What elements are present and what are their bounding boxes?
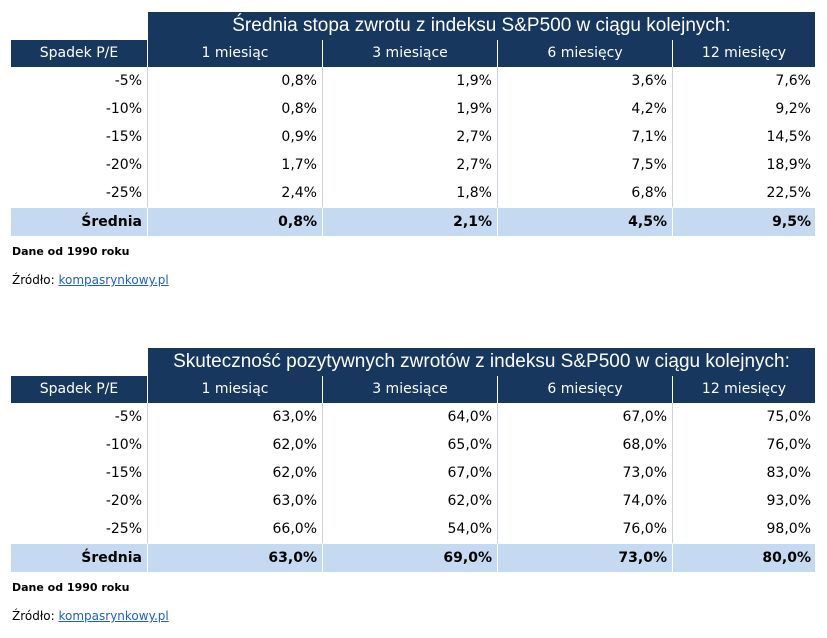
table-cell: 7,5% <box>498 151 673 179</box>
header-cell: 1 miesiąc <box>148 376 323 403</box>
table-cell: 7,6% <box>775 73 811 89</box>
table-cell: 74,0% <box>498 487 673 515</box>
table-row: -25% 2,4% 1,8% 6,8% 22,5% <box>11 179 815 207</box>
header-cell: 12 miesięcy <box>701 45 787 61</box>
table-cell: 68,0% <box>498 431 673 459</box>
table-row: -10% 0,8% 1,9% 4,2% 9,2% <box>11 95 815 123</box>
table-cell: 0,9% <box>148 123 323 151</box>
source-link[interactable]: kompasrynkowy.pl <box>58 609 169 623</box>
table-row: -15% 62,0% 67,0% 73,0% 83,0% <box>11 459 815 487</box>
table-cell: 54,0% <box>323 515 498 543</box>
table-cell: 2,7% <box>323 123 498 151</box>
table-cell: 2,1% <box>323 208 498 236</box>
table-row: -5% 0,8% 1,9% 3,6% 7,6% <box>11 67 815 95</box>
table-cell: Średnia <box>11 544 148 572</box>
table-cell: 1,7% <box>148 151 323 179</box>
table-cell: 93,0% <box>766 493 811 509</box>
table-cell: -10% <box>11 95 148 123</box>
table-row: -10% 62,0% 65,0% 68,0% 76,0% <box>11 431 815 459</box>
table-cell: 4,5% <box>498 208 673 236</box>
table-cell: -20% <box>11 151 148 179</box>
table-header-row: Spadek P/E 1 miesiąc 3 miesiące 6 miesię… <box>11 40 815 67</box>
table-cell: 73,0% <box>498 544 673 572</box>
header-cell: 1 miesiąc <box>148 40 323 67</box>
header-cell: 6 miesięcy <box>498 40 673 67</box>
header-cell: Spadek P/E <box>11 40 148 67</box>
average-row: Średnia 0,8% 2,1% 4,5% 9,5% <box>11 208 815 236</box>
table-cell: 6,8% <box>498 179 673 207</box>
table-cell: 98,0% <box>766 521 811 537</box>
table-cell: 75,0% <box>766 409 811 425</box>
table-cell: 67,0% <box>323 459 498 487</box>
source-line: Źródło: kompasrynkowy.pl <box>12 273 169 287</box>
table-cell: 63,0% <box>148 403 323 431</box>
table-cell: -20% <box>11 487 148 515</box>
table-cell: 1,8% <box>323 179 498 207</box>
table-cell: -15% <box>11 459 148 487</box>
table-cell: 4,2% <box>498 95 673 123</box>
source-line: Źródło: kompasrynkowy.pl <box>12 609 169 623</box>
table-row: -20% 63,0% 62,0% 74,0% 93,0% <box>11 487 815 515</box>
table-cell: 83,0% <box>766 465 811 481</box>
table-cell: 62,0% <box>148 431 323 459</box>
table-title: Średnia stopa zwrotu z indeksu S&P500 w … <box>148 12 815 40</box>
table-cell: 22,5% <box>766 185 811 201</box>
table-cell: 64,0% <box>323 403 498 431</box>
data-note: Dane od 1990 roku <box>12 245 130 258</box>
table-cell: 65,0% <box>323 431 498 459</box>
table-cell: -25% <box>11 515 148 543</box>
table-cell: 62,0% <box>323 487 498 515</box>
source-link[interactable]: kompasrynkowy.pl <box>58 273 169 287</box>
table-cell: 0,8% <box>148 67 323 95</box>
table-cell: 76,0% <box>766 437 811 453</box>
table-header-row: Spadek P/E 1 miesiąc 3 miesiące 6 miesię… <box>11 376 815 403</box>
table-cell: -10% <box>11 431 148 459</box>
table-cell: 62,0% <box>148 459 323 487</box>
table-cell: -25% <box>11 179 148 207</box>
table-cell: 67,0% <box>498 403 673 431</box>
table-cell: 0,8% <box>148 95 323 123</box>
table-row: -20% 1,7% 2,7% 7,5% 18,9% <box>11 151 815 179</box>
source-label: Źródło: <box>12 273 55 287</box>
table-cell: 0,8% <box>148 208 323 236</box>
table-cell: 9,5% <box>772 214 811 230</box>
table-cell: Średnia <box>11 208 148 236</box>
table-cell: 63,0% <box>148 544 323 572</box>
table-cell: 1,9% <box>323 95 498 123</box>
table-cell: -5% <box>11 403 148 431</box>
header-cell: 3 miesiące <box>323 376 498 403</box>
table-cell: 73,0% <box>498 459 673 487</box>
table-cell: 66,0% <box>148 515 323 543</box>
header-cell: 3 miesiące <box>323 40 498 67</box>
table-row: -15% 0,9% 2,7% 7,1% 14,5% <box>11 123 815 151</box>
data-note: Dane od 1990 roku <box>12 581 130 594</box>
table-cell: 18,9% <box>766 157 811 173</box>
table-row: -5% 63,0% 64,0% 67,0% 75,0% <box>11 403 815 431</box>
table-cell: 80,0% <box>762 550 811 566</box>
table-cell: 14,5% <box>766 129 811 145</box>
header-cell: Spadek P/E <box>11 376 148 403</box>
table-cell: 2,7% <box>323 151 498 179</box>
table-cell: 69,0% <box>323 544 498 572</box>
table-cell: 76,0% <box>498 515 673 543</box>
table-cell: 9,2% <box>775 101 811 117</box>
table-cell: 63,0% <box>148 487 323 515</box>
source-label: Źródło: <box>12 609 55 623</box>
header-cell: 12 miesięcy <box>701 381 787 397</box>
average-row: Średnia 63,0% 69,0% 73,0% 80,0% <box>11 544 815 572</box>
table-cell: 2,4% <box>148 179 323 207</box>
table-cell: -15% <box>11 123 148 151</box>
table-row: -25% 66,0% 54,0% 76,0% 98,0% <box>11 515 815 543</box>
table-cell: 3,6% <box>498 67 673 95</box>
header-cell: 6 miesięcy <box>498 376 673 403</box>
table-cell: 1,9% <box>323 67 498 95</box>
table-title: Skuteczność pozytywnych zwrotów z indeks… <box>148 348 815 376</box>
table-cell: -5% <box>11 67 148 95</box>
table-cell: 7,1% <box>498 123 673 151</box>
